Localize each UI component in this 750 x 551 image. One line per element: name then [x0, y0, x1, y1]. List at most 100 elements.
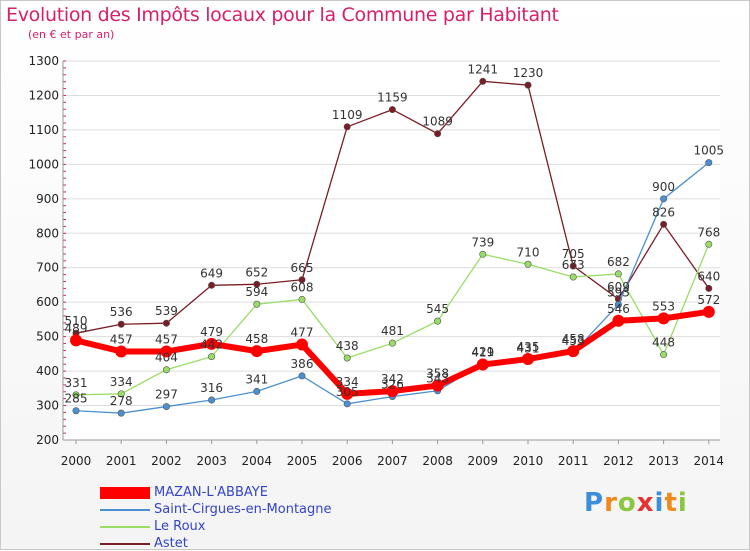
data-point	[705, 159, 713, 167]
data-label: 665	[291, 261, 314, 275]
data-label: 768	[697, 225, 720, 239]
data-label: 421	[471, 345, 494, 359]
data-point	[479, 77, 487, 85]
data-label: 457	[155, 332, 178, 346]
plot-area	[63, 61, 720, 440]
data-label: 553	[652, 299, 675, 313]
data-point	[434, 130, 442, 138]
data-point	[660, 195, 668, 203]
data-label: 457	[110, 332, 133, 346]
data-point	[569, 273, 577, 281]
data-point	[70, 334, 82, 347]
data-label: 358	[426, 367, 449, 381]
x-tick-label: 2014	[694, 454, 725, 468]
data-label: 331	[65, 376, 88, 390]
data-label: 640	[697, 269, 720, 283]
data-point	[298, 372, 306, 380]
data-point	[72, 407, 80, 415]
data-point	[524, 81, 532, 89]
chart-subtitle: (en € et par an)	[28, 28, 115, 41]
y-tick-label: 700	[36, 261, 59, 275]
y-tick-label: 800	[36, 226, 59, 240]
data-label: 448	[652, 336, 675, 350]
x-tick-label: 2013	[648, 454, 679, 468]
data-label: 652	[245, 265, 268, 279]
data-label: 710	[517, 245, 540, 259]
data-label: 649	[200, 266, 223, 280]
data-label: 609	[607, 280, 630, 294]
data-label: 341	[245, 372, 268, 386]
data-label: 1159	[377, 91, 408, 105]
data-point	[162, 403, 170, 411]
data-point	[253, 387, 261, 395]
legend-label: MAZAN-L'ABBAYE	[154, 485, 268, 500]
data-label: 297	[155, 388, 178, 402]
data-point	[524, 260, 532, 268]
data-label: 536	[110, 305, 133, 319]
proxiti-logo: Proxiti	[584, 488, 688, 518]
data-label: 546	[607, 302, 630, 316]
data-point	[162, 319, 170, 327]
data-label: 458	[245, 332, 268, 346]
legend-label: Saint-Cirgues-en-Montagne	[154, 502, 332, 517]
data-label: 545	[426, 302, 449, 316]
y-tick-label: 300	[36, 399, 59, 413]
data-point	[253, 280, 261, 288]
data-label: 305	[336, 385, 359, 399]
data-label: 608	[291, 280, 314, 294]
data-point	[705, 284, 713, 292]
data-label: 453	[562, 334, 585, 348]
data-label: 342	[381, 372, 404, 386]
x-tick-label: 2001	[106, 454, 137, 468]
y-tick-label: 600	[36, 295, 59, 309]
y-tick-label: 200	[36, 433, 59, 447]
x-tick-label: 2010	[513, 454, 544, 468]
x-tick-label: 2004	[242, 454, 273, 468]
y-tick-label: 1000	[28, 157, 59, 171]
data-point	[386, 385, 399, 398]
data-label: 682	[607, 255, 630, 269]
data-point	[434, 317, 442, 325]
data-label: 334	[110, 375, 133, 389]
data-point	[612, 314, 625, 327]
data-label: 673	[562, 258, 585, 272]
data-point	[115, 345, 128, 358]
x-tick-label: 2005	[287, 454, 318, 468]
data-point	[660, 351, 668, 359]
data-label: 431	[517, 341, 540, 355]
y-tick-label: 500	[36, 330, 59, 344]
data-point	[205, 337, 218, 350]
data-label: 705	[562, 247, 585, 261]
data-point	[479, 250, 487, 258]
x-tick-label: 2006	[332, 454, 363, 468]
data-point	[343, 123, 351, 131]
data-point	[569, 262, 577, 270]
data-point	[341, 387, 354, 400]
y-tick-label: 1200	[28, 88, 59, 102]
y-tick-label: 400	[36, 364, 59, 378]
data-label: 481	[381, 324, 404, 338]
data-point	[567, 345, 580, 358]
data-label: 1241	[468, 62, 499, 76]
data-point	[614, 270, 622, 278]
data-label: 442	[200, 338, 223, 352]
data-label: 594	[245, 285, 268, 299]
data-point	[660, 220, 668, 228]
data-point	[208, 396, 216, 404]
data-point	[296, 338, 308, 351]
data-point	[705, 240, 713, 248]
data-point	[343, 354, 351, 362]
data-label: 285	[65, 392, 88, 406]
x-tick-label: 2011	[558, 454, 589, 468]
data-label: 826	[652, 205, 675, 219]
data-point	[117, 390, 125, 398]
data-point	[117, 409, 125, 417]
data-point	[522, 353, 534, 366]
data-point	[298, 276, 306, 284]
chart-title: Evolution des Impôts locaux pour la Comm…	[6, 4, 559, 26]
data-label: 334	[336, 375, 359, 389]
data-label: 572	[697, 293, 720, 307]
data-label: 278	[110, 394, 133, 408]
y-tick-label: 1300	[28, 54, 59, 68]
